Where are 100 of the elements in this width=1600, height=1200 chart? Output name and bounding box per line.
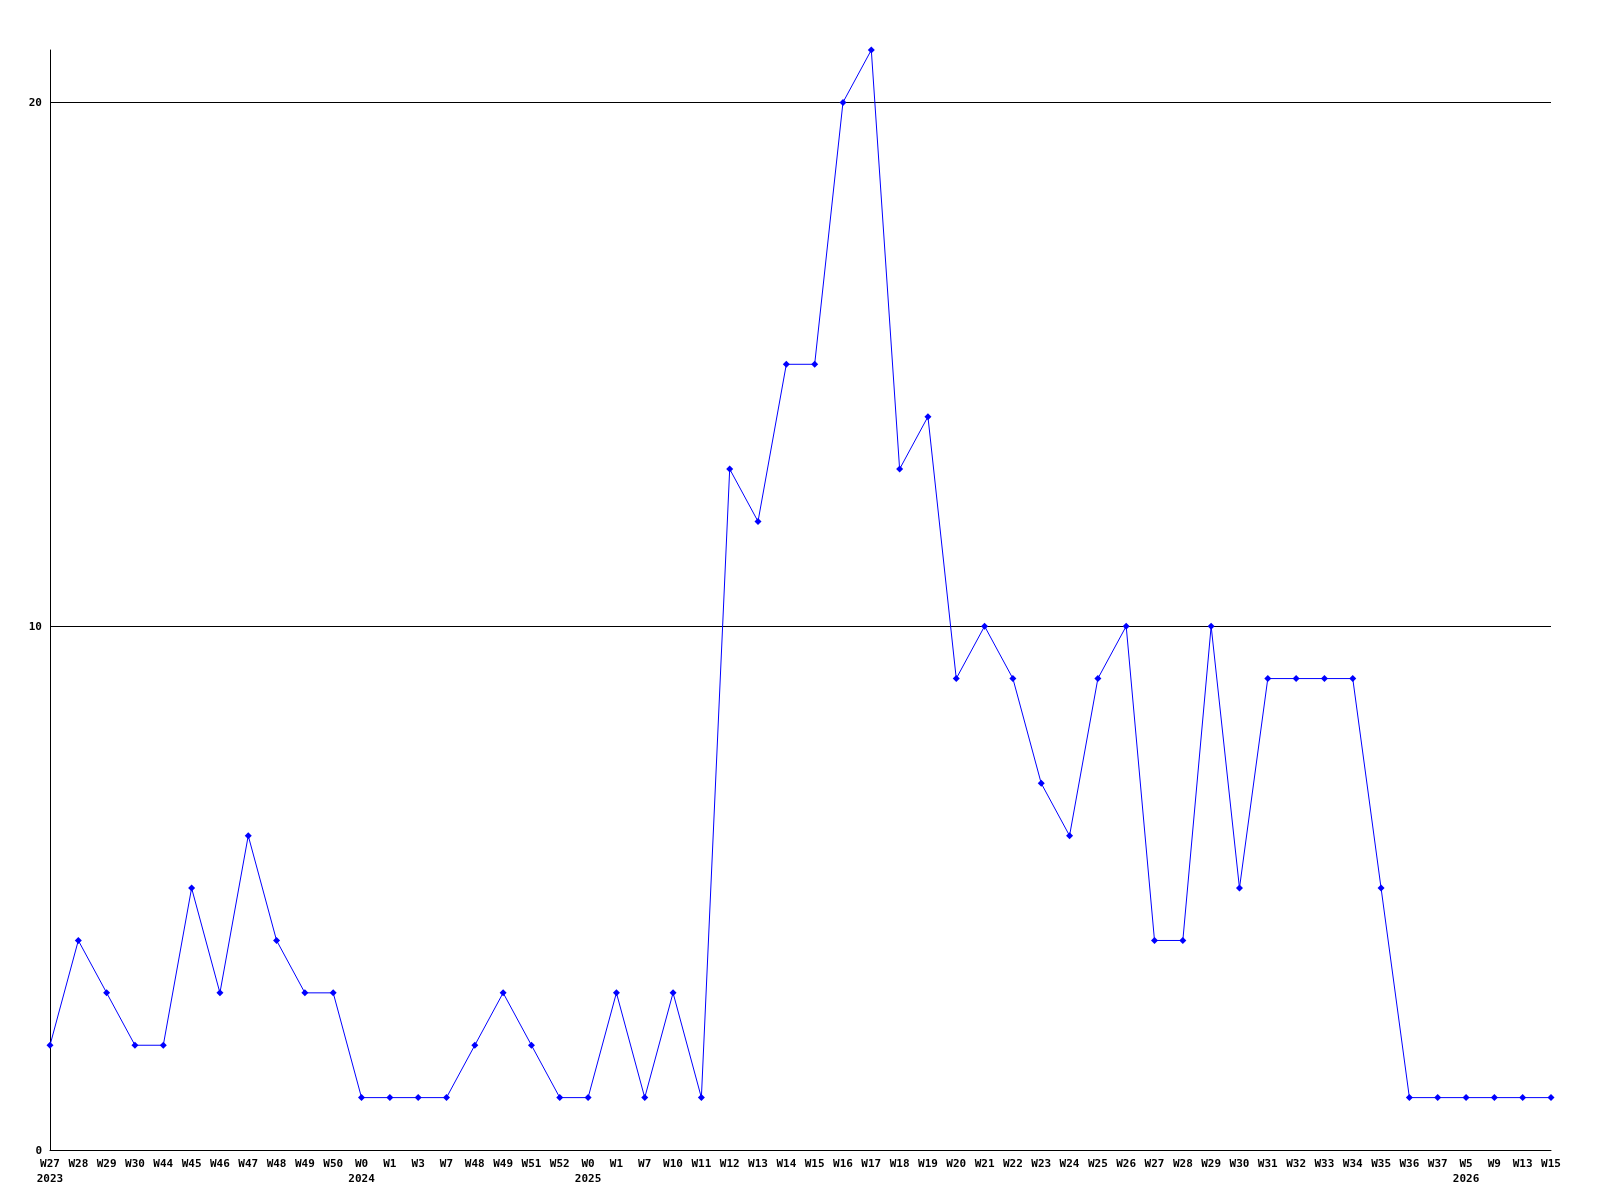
point bbox=[499, 989, 507, 997]
point bbox=[1462, 1094, 1470, 1102]
y-tick-label: 0 bbox=[35, 1143, 42, 1157]
x-tick-label: W50 bbox=[323, 1157, 344, 1170]
x-tick-label: W19 bbox=[918, 1157, 938, 1170]
point bbox=[896, 465, 904, 473]
point bbox=[811, 360, 819, 368]
point bbox=[1349, 675, 1357, 683]
point bbox=[74, 936, 82, 944]
point bbox=[471, 1041, 479, 1049]
point bbox=[386, 1094, 394, 1102]
x-tick-label: W33 bbox=[1314, 1157, 1335, 1170]
point bbox=[924, 413, 932, 421]
x-tick-label: W30 bbox=[125, 1157, 145, 1170]
point bbox=[1122, 622, 1130, 630]
point bbox=[1235, 884, 1243, 892]
point bbox=[641, 1094, 649, 1102]
point bbox=[1405, 1094, 1413, 1102]
x-tick-label: W7 bbox=[638, 1157, 652, 1170]
x-tick-label: W10 bbox=[663, 1157, 683, 1170]
point bbox=[1292, 675, 1300, 683]
x-tick-label: W21 bbox=[974, 1157, 995, 1170]
point bbox=[1066, 832, 1074, 840]
x-tick-label: W3 bbox=[411, 1157, 425, 1170]
x-tick-label: W52 bbox=[549, 1157, 570, 1170]
point bbox=[1547, 1094, 1555, 1102]
point bbox=[1377, 884, 1385, 892]
x-tick-label: W1 bbox=[609, 1157, 624, 1170]
x-tick-label: W23 bbox=[1031, 1157, 1052, 1170]
point bbox=[1490, 1094, 1498, 1102]
x-tick-label: W30 bbox=[1229, 1157, 1250, 1170]
point bbox=[782, 360, 790, 368]
x-tick-label: W29 bbox=[1201, 1157, 1222, 1170]
y-tick-label: 20 bbox=[28, 95, 42, 109]
point bbox=[754, 517, 762, 525]
x-tick-label: W18 bbox=[889, 1157, 910, 1170]
x-tick-label: W20 bbox=[946, 1157, 967, 1170]
x-tick-label: W14 bbox=[776, 1157, 797, 1170]
x-tick-label: W31 bbox=[1257, 1157, 1279, 1170]
x-tick-label: W0 2024 bbox=[348, 1157, 376, 1185]
x-tick-label: W36 bbox=[1399, 1157, 1420, 1170]
point bbox=[726, 465, 734, 473]
point bbox=[1264, 675, 1272, 683]
point bbox=[1434, 1094, 1442, 1102]
x-tick-label: W16 bbox=[833, 1157, 854, 1170]
x-tick-label: W28 bbox=[1172, 1157, 1193, 1170]
point bbox=[527, 1041, 535, 1049]
point bbox=[329, 989, 337, 997]
x-tick-label: W17 bbox=[861, 1157, 882, 1170]
x-tick-label: W27 2023 bbox=[36, 1157, 64, 1185]
x-tick-label: W11 bbox=[691, 1157, 712, 1170]
point bbox=[216, 989, 224, 997]
point bbox=[1519, 1094, 1527, 1102]
x-tick-label: W24 bbox=[1059, 1157, 1080, 1170]
x-tick-label: W22 bbox=[1002, 1157, 1023, 1170]
x-tick-label: W15 bbox=[1541, 1157, 1561, 1170]
point bbox=[1009, 675, 1017, 683]
x-tick-label: W37 bbox=[1427, 1157, 1448, 1170]
x-tick-label: W49 bbox=[294, 1157, 315, 1170]
point bbox=[556, 1094, 564, 1102]
x-tick-label: W48 bbox=[266, 1157, 287, 1170]
x-tick-label: W47 bbox=[238, 1157, 259, 1170]
x-tick-label: W32 bbox=[1286, 1157, 1307, 1170]
x-tick-label: W13 bbox=[748, 1157, 768, 1170]
x-tick-label: W25 bbox=[1087, 1157, 1108, 1170]
point bbox=[981, 622, 989, 630]
point bbox=[273, 936, 281, 944]
point bbox=[244, 832, 252, 840]
point bbox=[1179, 936, 1187, 944]
point bbox=[612, 989, 620, 997]
x-tick-label: W34 bbox=[1342, 1157, 1364, 1170]
x-tick-label: W0 2025 bbox=[574, 1157, 602, 1185]
x-tick-label: W13 bbox=[1512, 1157, 1533, 1170]
x-tick-label: W5 2026 bbox=[1452, 1157, 1480, 1185]
point bbox=[131, 1041, 139, 1049]
point bbox=[46, 1041, 54, 1049]
point bbox=[839, 98, 847, 106]
point bbox=[1151, 936, 1159, 944]
point bbox=[1037, 779, 1045, 787]
x-tick-label: W26 bbox=[1116, 1157, 1137, 1170]
point bbox=[159, 1041, 167, 1049]
point bbox=[584, 1094, 592, 1102]
x-tick-label: W49 bbox=[493, 1157, 514, 1170]
x-tick-label: W48 bbox=[464, 1157, 485, 1170]
x-tick-label: W7 bbox=[439, 1157, 454, 1170]
point bbox=[867, 46, 875, 54]
x-tick-label: W44 bbox=[153, 1157, 174, 1170]
point bbox=[414, 1094, 422, 1102]
x-tick-label: W35 bbox=[1371, 1157, 1392, 1170]
point bbox=[1094, 675, 1102, 683]
point bbox=[697, 1094, 705, 1102]
x-tick-label: W45 bbox=[181, 1157, 202, 1170]
point bbox=[952, 675, 960, 683]
point bbox=[1207, 622, 1215, 630]
x-tick-label: W46 bbox=[209, 1157, 231, 1170]
x-tick-label: W27 bbox=[1144, 1157, 1165, 1170]
point bbox=[301, 989, 309, 997]
point bbox=[442, 1094, 450, 1102]
point bbox=[188, 884, 196, 892]
y-tick-label: 10 bbox=[28, 619, 42, 633]
